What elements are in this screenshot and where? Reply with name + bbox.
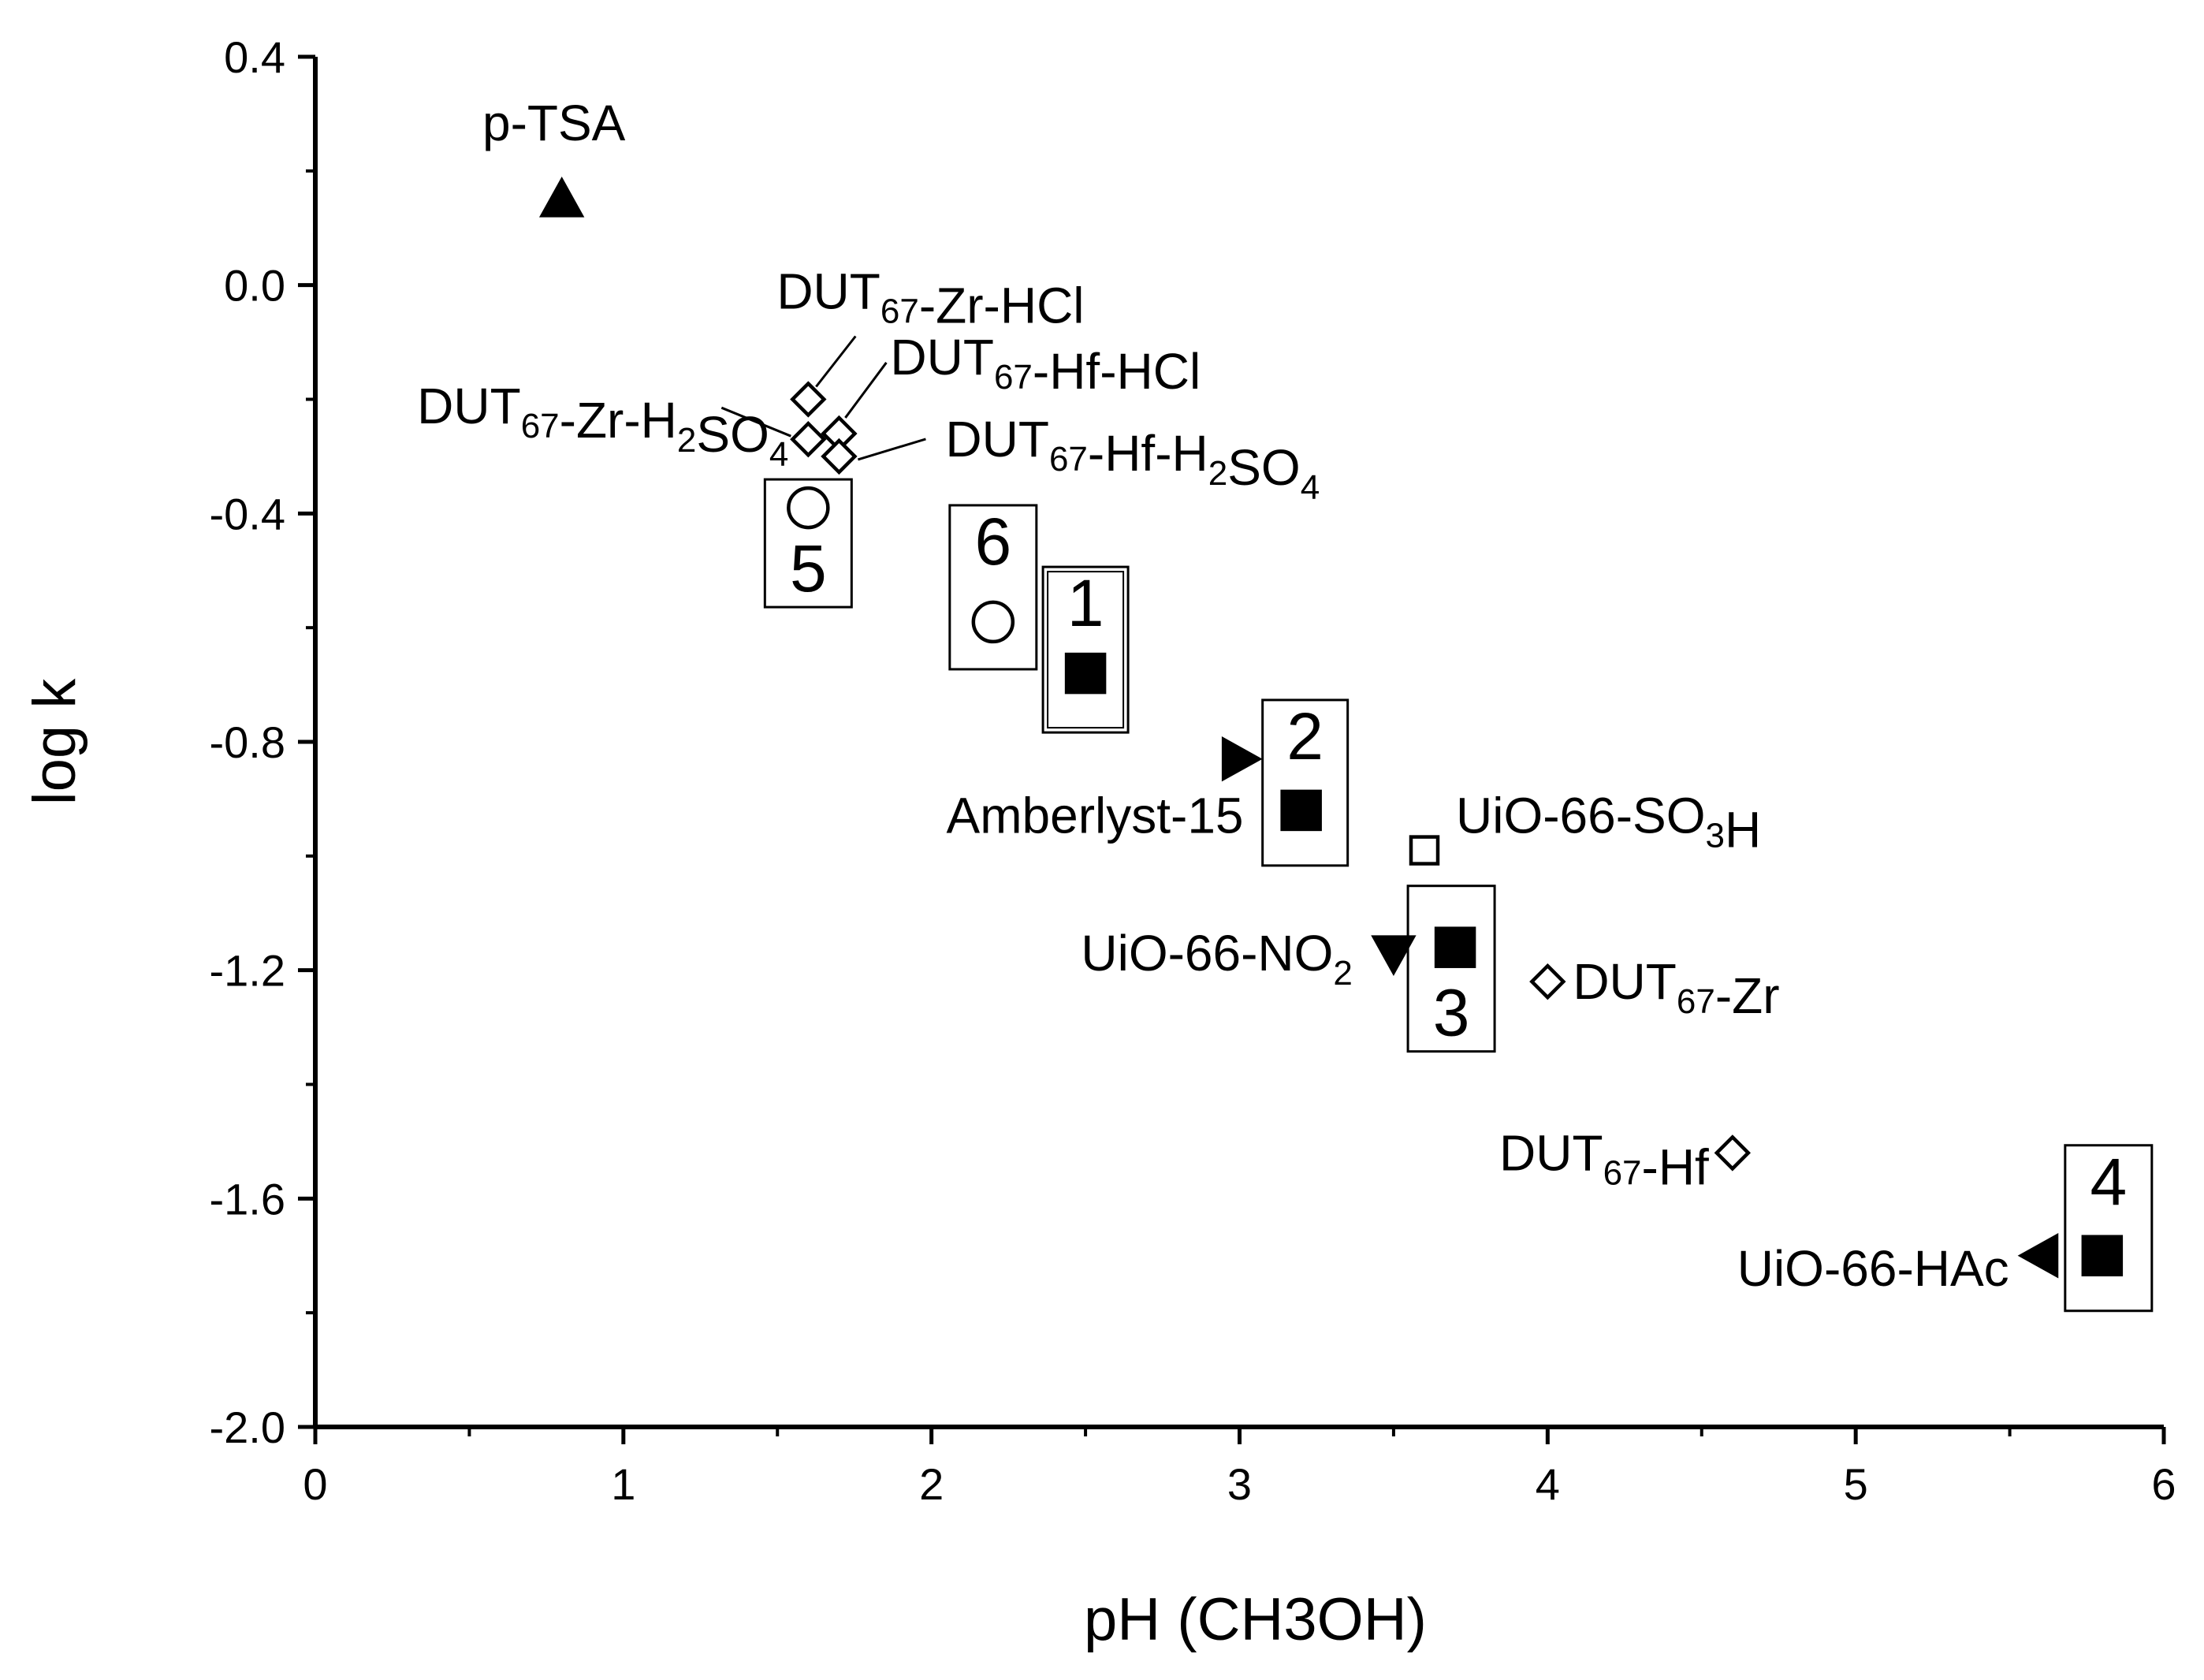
box-number-2: 2 — [1286, 699, 1324, 773]
y-tick-label: -1.6 — [210, 1174, 286, 1224]
plot-frame — [313, 57, 2164, 1429]
label-dut67-zr-h2so4: DUT67-Zr-H2SO4 — [417, 378, 788, 474]
x-tick-label: 3 — [1227, 1459, 1252, 1509]
box-number-1: 1 — [1067, 566, 1104, 640]
leader-dut67-hf-h2so4 — [857, 438, 926, 461]
axis-titles: pH (CH3OH) log k — [21, 678, 1427, 1653]
y-axis-title: log k — [21, 678, 88, 806]
label-p-tsa: p-TSA — [482, 95, 626, 151]
label-dut67-zr-hcl: DUT67-Zr-HCl — [776, 263, 1084, 334]
label-dut67-hf: DUT67-Hf — [1499, 1124, 1709, 1195]
leader-dut67-hf-hcl — [844, 362, 888, 419]
marker-4 — [2081, 1235, 2124, 1276]
marker-6 — [971, 600, 1015, 644]
highlight-boxes — [763, 478, 2154, 1313]
marker-dut67-zr-hcl — [790, 381, 827, 418]
box-3 — [1406, 885, 1496, 1053]
label-amberlyst-15: Amberlyst-15 — [947, 788, 1244, 844]
x-tick-label: 4 — [1536, 1459, 1560, 1509]
y-tick-label: -2.0 — [210, 1402, 286, 1452]
x-tick-label: 1 — [611, 1459, 635, 1509]
marker-dut67-hf-h2so4 — [821, 438, 858, 475]
box-number-5: 5 — [790, 531, 827, 605]
marker-amberlyst-15 — [1221, 736, 1263, 782]
label-uio-66-so3h: UiO-66-SO3H — [1456, 788, 1761, 859]
y-tick-label: 0.4 — [224, 32, 285, 82]
box-inner-1 — [1047, 571, 1125, 729]
marker-dut67-zr — [1529, 963, 1566, 1000]
marker-dut67-zr-h2so4 — [790, 421, 827, 458]
marker-uio-66-hac — [2017, 1233, 2059, 1279]
y-tick-label: -1.2 — [210, 946, 286, 996]
marker-uio-66-no2 — [1371, 935, 1417, 977]
box-number-3: 3 — [1433, 976, 1470, 1050]
x-tick-label: 2 — [919, 1459, 944, 1509]
label-dut67-hf-hcl: DUT67-Hf-HCl — [890, 329, 1201, 400]
box-2 — [1261, 698, 1350, 867]
marker-dut67-hf — [1714, 1134, 1752, 1172]
point-labels: 1 2 3 4 5 6 p-TSA DUT67-Zr-HCl DUT67-Zr-H2SO4 DUT… — [417, 95, 2127, 1297]
box-number-4: 4 — [2090, 1145, 2127, 1219]
label-uio-66-hac: UiO-66-HAc — [1737, 1240, 2009, 1297]
label-dut67-zr: DUT67-Zr — [1573, 953, 1779, 1024]
marker-p-tsa — [538, 176, 585, 218]
marker-2 — [1280, 789, 1322, 832]
y-tick-label: -0.8 — [210, 717, 286, 767]
x-tick-label: 0 — [303, 1459, 327, 1509]
leader-lines — [720, 335, 926, 461]
x-axis-title: pH (CH3OH) — [1084, 1586, 1427, 1653]
marker-1 — [1064, 652, 1107, 695]
box-5 — [763, 478, 853, 609]
x-tick-label: 6 — [2151, 1459, 2176, 1509]
y-tick-label: 0.0 — [224, 261, 285, 311]
marker-5 — [787, 486, 830, 530]
box-6 — [948, 504, 1038, 671]
y-tick-label: -0.4 — [210, 489, 286, 538]
box-4 — [2064, 1144, 2154, 1313]
axis-ticks: 0 1 2 3 4 5 6 0.4 0.0 -0.4 -0.8 -1.2 -1.6 -2.0 — [210, 32, 2176, 1509]
box-1 — [1041, 565, 1130, 734]
marker-uio-66-so3h — [1409, 835, 1440, 866]
leader-dut67-zr-h2so4 — [720, 406, 791, 438]
box-number-6: 6 — [974, 505, 1011, 579]
label-dut67-hf-h2so4: DUT67-Hf-H2SO4 — [945, 411, 1320, 507]
data-markers — [538, 176, 2124, 1279]
leader-dut67-zr-hcl — [815, 335, 857, 388]
label-uio-66-no2: UiO-66-NO2 — [1081, 925, 1353, 993]
marker-3 — [1434, 926, 1476, 968]
x-tick-label: 5 — [1844, 1459, 1868, 1509]
